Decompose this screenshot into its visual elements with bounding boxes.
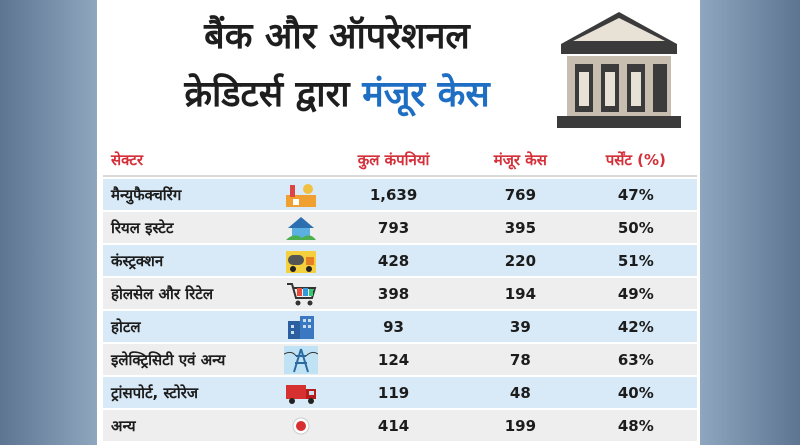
sector-name: इलेक्ट्रिसिटी एवं अन्य [103, 344, 281, 375]
factory-icon [286, 183, 316, 207]
header-icon-spacer [281, 145, 321, 177]
truck-icon [286, 384, 316, 404]
sector-table: सेक्टर कुल कंपनियां मंजूर केस पर्सेंट (%… [103, 143, 697, 443]
percent: 51% [574, 245, 697, 276]
approved-cases: 395 [466, 212, 575, 243]
sector-name: ट्रांसपोर्ट, स्टोरेज [103, 377, 281, 408]
title-highlight: मंजूर केस [362, 74, 490, 115]
total-companies: 124 [321, 344, 467, 375]
total-companies: 414 [321, 410, 467, 441]
approved-cases: 220 [466, 245, 575, 276]
table-header-row: सेक्टर कुल कंपनियां मंजूर केस पर्सेंट (%… [103, 145, 697, 177]
dot-icon [292, 417, 310, 434]
sector-name: होटल [103, 311, 281, 342]
table-row: मैन्युफैक्चरिंग 1,639 769 47% [103, 179, 697, 210]
approved-cases: 48 [466, 377, 575, 408]
percent: 63% [574, 344, 697, 375]
infographic-card: बैंक और ऑपरेशनल क्रेडिटर्स द्वारा मंजूर … [97, 0, 700, 445]
approved-cases: 199 [466, 410, 575, 441]
table-row: इलेक्ट्रिसिटी एवं अन्य 124 78 63% [103, 344, 697, 375]
approved-cases: 769 [466, 179, 575, 210]
sector-name: रियल इस्टेट [103, 212, 281, 243]
power-tower-icon [284, 345, 318, 374]
title-line-1: बैंक और ऑपरेशनल [204, 16, 470, 57]
title-line-2: क्रेडिटर्स द्वारा मंजूर केस [127, 66, 547, 124]
title-line-2-prefix: क्रेडिटर्स द्वारा [184, 74, 350, 115]
total-companies: 398 [321, 278, 467, 309]
page-title: बैंक और ऑपरेशनल क्रेडिटर्स द्वारा मंजूर … [127, 8, 547, 124]
total-companies: 793 [321, 212, 467, 243]
hotel-building-icon [288, 315, 314, 339]
total-companies: 428 [321, 245, 467, 276]
table-row: अन्य 414 199 48% [103, 410, 697, 441]
header-sector: सेक्टर [103, 145, 281, 177]
shopping-cart-icon [287, 282, 317, 305]
percent: 49% [574, 278, 697, 309]
percent: 42% [574, 311, 697, 342]
table-row: होलसेल और रिटेल 398 194 49% [103, 278, 697, 309]
header-approved-cases: मंजूर केस [466, 145, 575, 177]
sector-name: अन्य [103, 410, 281, 441]
total-companies: 1,639 [321, 179, 467, 210]
background-left [0, 0, 97, 445]
approved-cases: 78 [466, 344, 575, 375]
table-row: होटल 93 39 42% [103, 311, 697, 342]
cement-truck-icon [286, 250, 316, 273]
table-row: ट्रांसपोर्ट, स्टोरेज 119 48 40% [103, 377, 697, 408]
percent: 40% [574, 377, 697, 408]
percent: 50% [574, 212, 697, 243]
bank-building-icon [557, 12, 681, 128]
sector-name: होलसेल और रिटेल [103, 278, 281, 309]
house-icon [286, 216, 316, 240]
approved-cases: 194 [466, 278, 575, 309]
table-row: रियल इस्टेट 793 395 50% [103, 212, 697, 243]
table-row: कंस्ट्रक्शन 428 220 51% [103, 245, 697, 276]
sector-name: कंस्ट्रक्शन [103, 245, 281, 276]
total-companies: 119 [321, 377, 467, 408]
sector-name: मैन्युफैक्चरिंग [103, 179, 281, 210]
percent: 47% [574, 179, 697, 210]
total-companies: 93 [321, 311, 467, 342]
approved-cases: 39 [466, 311, 575, 342]
header-total-companies: कुल कंपनियां [321, 145, 467, 177]
background-right [700, 0, 800, 445]
percent: 48% [574, 410, 697, 441]
header-percent: पर्सेंट (%) [574, 145, 697, 177]
